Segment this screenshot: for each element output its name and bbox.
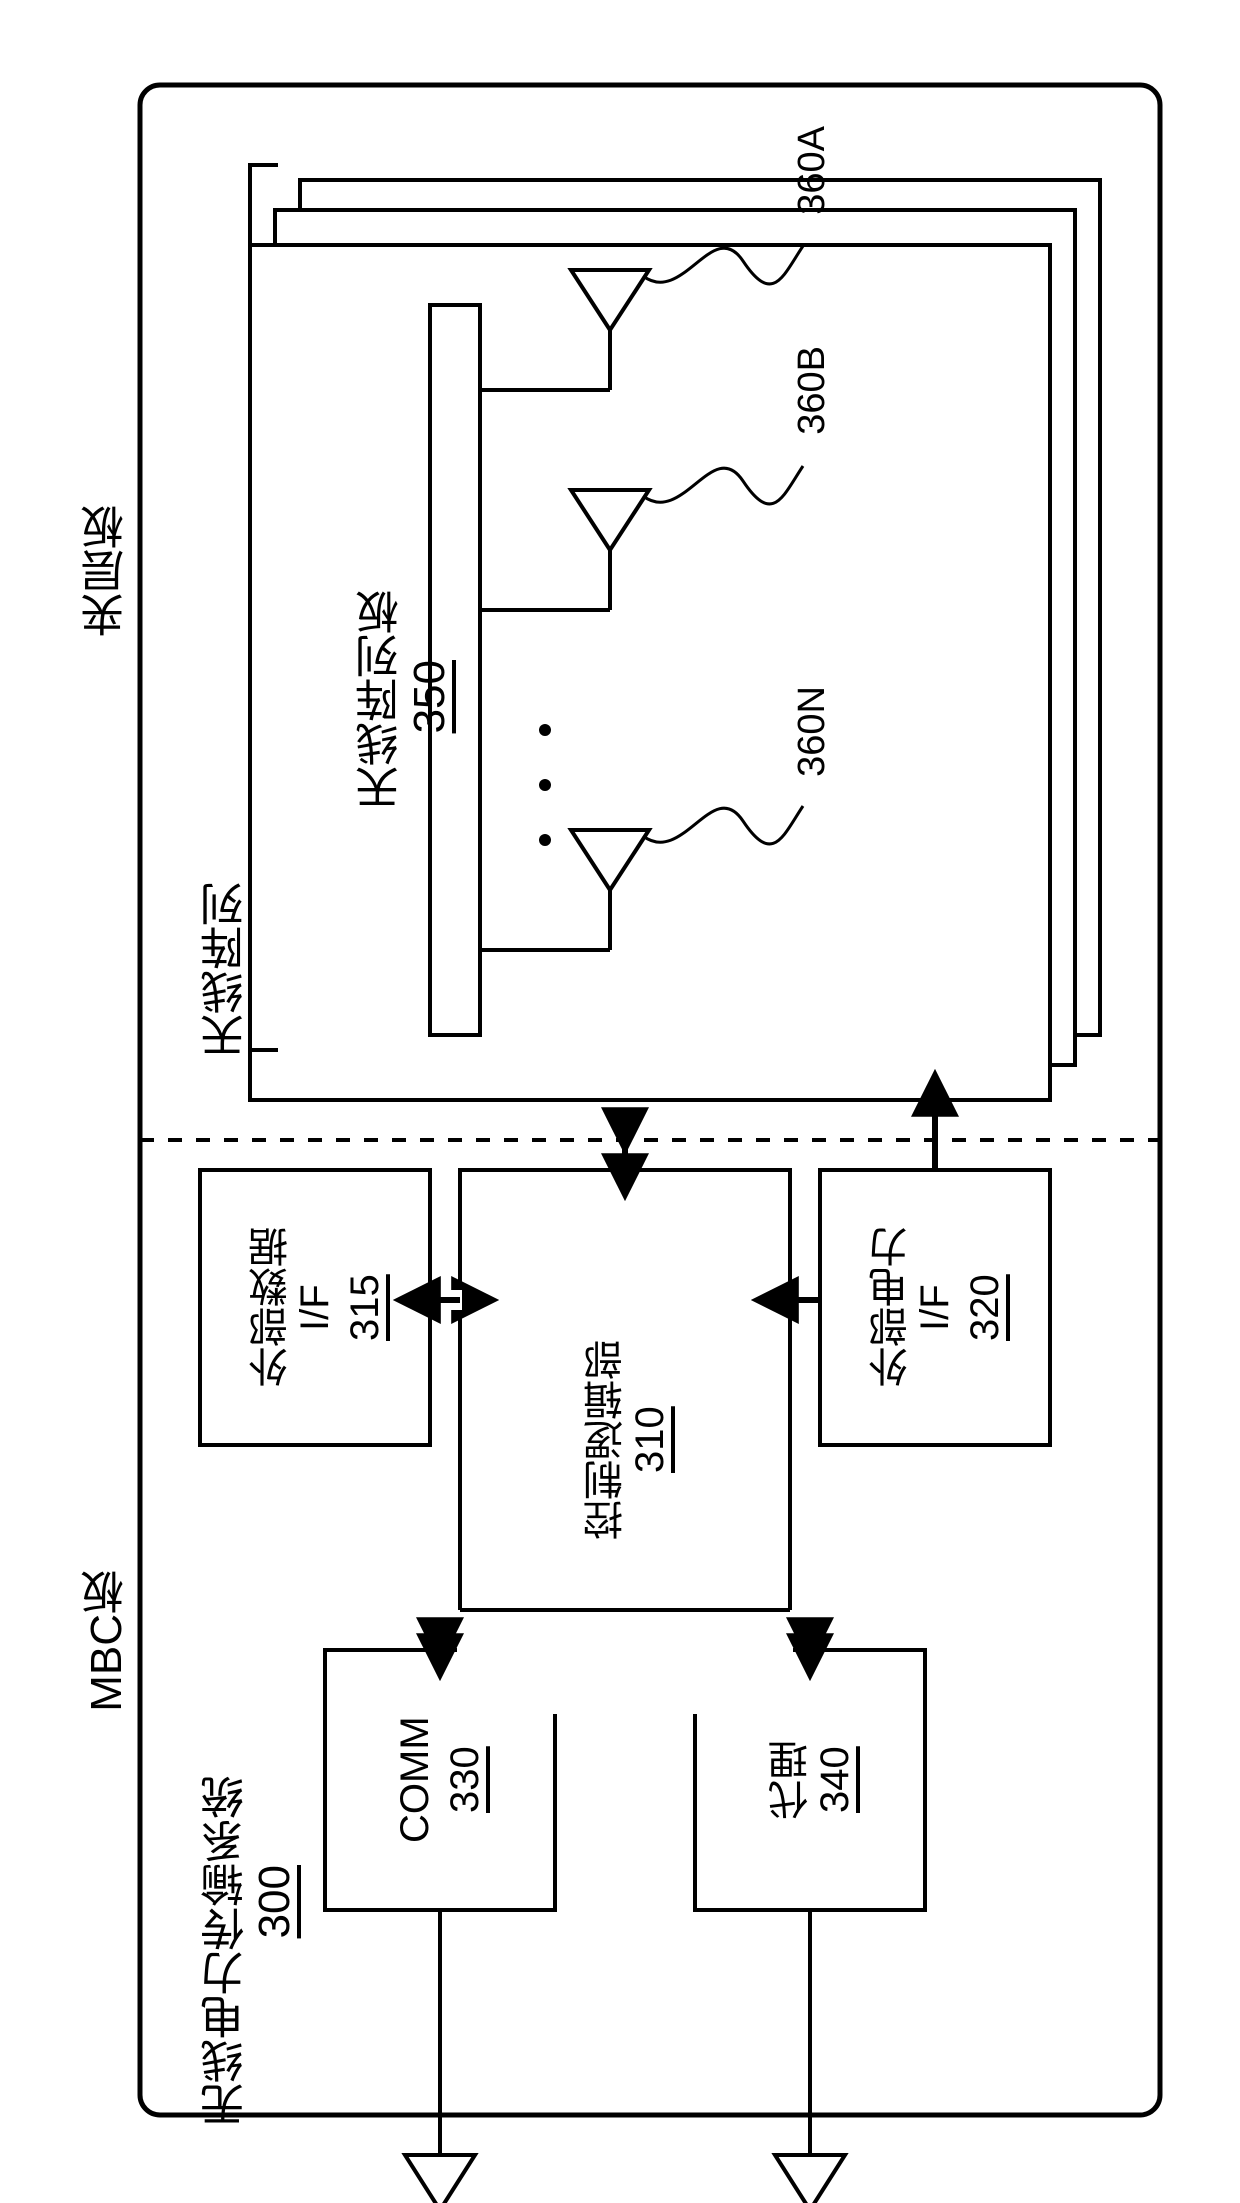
comm-box-text: COMM (393, 1665, 438, 1895)
ext-data-box-text: I/F (293, 1185, 338, 1430)
control-logic-box-ref: 310 (628, 1185, 673, 1695)
antenna-array-label: 天线阵列 (195, 158, 259, 1058)
antenna-item-label: 360A (791, 126, 834, 215)
comm-box-ref: 330 (443, 1665, 488, 1895)
region-label-mbc: MBC板 (75, 1570, 139, 1712)
system-title-ref: 300 (250, 1865, 300, 1938)
ext-power-box-ref: 320 (963, 1185, 1008, 1430)
region-label-mezzanine: 夹层板 (75, 505, 139, 637)
antenna-item-label: 360N (791, 686, 834, 777)
diagram-svg (0, 0, 1240, 2203)
system-title: 无线电力传输系统 (195, 1775, 259, 2127)
antenna-item-label: 360B (791, 346, 834, 435)
proxy-box-ref: 340 (813, 1665, 858, 1895)
antenna-array-board-ref: 350 (405, 660, 455, 733)
ext-data-box-ref: 315 (343, 1185, 388, 1430)
diagram-stage: MBC板 夹层板 无线电力传输系统 300 天线阵列 天线阵列板 350 360… (0, 0, 1240, 2203)
ext-power-box-text: I/F (913, 1185, 958, 1430)
